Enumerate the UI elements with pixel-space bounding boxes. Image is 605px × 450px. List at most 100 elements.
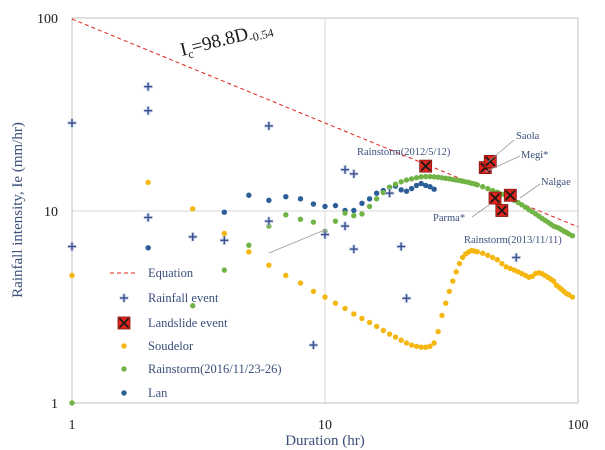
series-soudelor (69, 179, 576, 350)
point-lan-8 (297, 196, 304, 202)
point-rainstorm-2016-11-23-26-11 (342, 210, 348, 216)
point-rainfall-event-2 (67, 242, 77, 252)
point-soudelor-15 (366, 319, 373, 326)
point-rainstorm-2016-11-23-26-17 (386, 184, 393, 190)
legend-marker-rainstorm-2016-11-23-26 (121, 366, 127, 372)
point-rainfall-event-16 (385, 188, 395, 198)
point-soudelor-14 (359, 315, 365, 322)
annotation-nalgae: Nalgae (541, 177, 571, 188)
point-soudelor-18 (386, 331, 393, 337)
point-soudelor-40 (474, 249, 481, 255)
point-soudelor-1 (69, 272, 75, 279)
point-rainfall-event-13 (340, 221, 350, 231)
callout-line-nalgae (519, 183, 541, 199)
point-rainfall-event-17 (396, 242, 406, 252)
legend-swatch-lan (121, 390, 127, 396)
point-rainstorm-2016-11-23-26-18 (392, 181, 399, 187)
equation-base: I (178, 39, 189, 61)
point-soudelor-32 (450, 278, 456, 284)
legend-label-lan: Lan (148, 386, 168, 400)
legend-swatch-soudelor (121, 343, 127, 349)
point-soudelor-30 (443, 300, 449, 306)
point-rainstorm-2016-11-23-26-21 (408, 176, 415, 182)
point-soudelor-13 (351, 311, 357, 317)
point-soudelor-26 (427, 343, 433, 350)
point-lan-5 (246, 192, 252, 198)
point-rainstorm-2016-11-23-26-2 (190, 303, 196, 309)
point-landslide-event-3 (483, 154, 497, 168)
legend-label-rainstorm-2016: Rainstorm(2016/11/23-26) (148, 362, 282, 376)
legend-label-rainfall-event: Rainfall event (148, 291, 219, 305)
point-soudelor-19 (392, 334, 399, 340)
legend-label-equation: Equation (148, 266, 194, 280)
point-soudelor-42 (485, 252, 491, 259)
point-soudelor-41 (479, 250, 486, 256)
callout-line-lan (268, 228, 328, 254)
point-lan-16 (373, 190, 380, 196)
point-soudelor-10 (322, 294, 328, 300)
point-rainstorm-2016-11-23-26-6 (283, 212, 289, 218)
point-rainstorm-2016-11-23-26-1 (69, 400, 75, 406)
point-rainstorm-2016-11-23-26-4 (246, 242, 252, 248)
point-lan-4 (221, 209, 228, 215)
point-rainfall-event-7 (219, 235, 229, 245)
y-tick-label-1: 1 (51, 397, 58, 412)
y-tick-label-100: 100 (37, 12, 58, 27)
legend-marker-lan (121, 390, 127, 396)
legend-label-soudelor: Soudelor (148, 339, 194, 353)
point-soudelor-67 (569, 294, 576, 300)
point-soudelor-12 (342, 305, 348, 312)
point-rainstorm-2016-11-23-26-41 (485, 185, 491, 192)
point-rainfall-event-18 (402, 293, 412, 303)
point-rainstorm-2016-11-23-26-13 (359, 211, 365, 217)
point-rainstorm-2016-11-23-26-40 (479, 183, 486, 190)
point-lan-11 (332, 202, 339, 209)
annotation-saola: Saola (516, 131, 540, 142)
threshold-equation-label: Ic=98.8D-0.54 (178, 18, 275, 63)
point-soudelor-23 (413, 343, 420, 350)
equation-sub: c (186, 46, 195, 61)
point-soudelor-45 (499, 260, 505, 267)
point-rainfall-event-10 (308, 340, 318, 350)
point-soudelor-22 (408, 342, 415, 348)
point-lan-14 (359, 200, 365, 206)
point-soudelor-25 (422, 344, 429, 350)
legend-marker-rainfall-event (119, 293, 129, 303)
point-rainstorm-2016-11-23-26-14 (366, 203, 373, 210)
point-rainstorm-2016-11-23-26-24 (422, 173, 429, 180)
series-rainfall-event (67, 82, 521, 350)
point-landslide-event-4 (488, 191, 502, 205)
point-soudelor-5 (246, 249, 252, 255)
point-landslide-event-6 (503, 188, 517, 202)
y-tick-label-10: 10 (44, 205, 58, 220)
point-lan-10 (322, 203, 328, 210)
point-soudelor-46 (503, 264, 509, 270)
point-soudelor-28 (435, 328, 441, 335)
x-tick-label-100: 100 (568, 418, 589, 433)
point-rainstorm-2016-11-23-26-22 (413, 175, 420, 181)
legend-swatch-rainstorm-2016 (121, 366, 127, 372)
point-rainfall-event-14 (349, 169, 359, 179)
point-rainfall-event-5 (143, 212, 153, 222)
point-soudelor-44 (494, 257, 501, 263)
point-rainfall-event-9 (264, 216, 274, 226)
y-axis-title: Rainfall intensity, Ie (mm/hr) (10, 122, 26, 298)
annotation-rainstorm-2012: Rainstorm(2012/5/12) (357, 147, 451, 158)
point-lan-22 (408, 185, 415, 192)
series-landslide-event (419, 154, 517, 217)
point-soudelor-29 (439, 312, 445, 319)
point-soudelor-20 (398, 337, 404, 343)
point-lan-13 (351, 207, 357, 214)
point-rainfall-event-8 (264, 121, 274, 131)
point-rainstorm-2016-11-23-26-8 (310, 219, 317, 225)
annotations: Rainstorm(2012/5/12) Saola Megi* Nalgae … (357, 131, 571, 246)
callout-line-parma (471, 204, 490, 218)
point-rainstorm-2016-11-23-26-66 (569, 232, 576, 239)
point-soudelor-43 (489, 254, 496, 261)
point-soudelor-3 (190, 206, 196, 212)
point-lan-21 (403, 188, 410, 194)
point-rainstorm-2016-11-23-26-25 (427, 173, 433, 180)
point-rainstorm-2016-11-23-26-10 (332, 218, 339, 224)
x-tick-label-10: 10 (318, 418, 332, 433)
